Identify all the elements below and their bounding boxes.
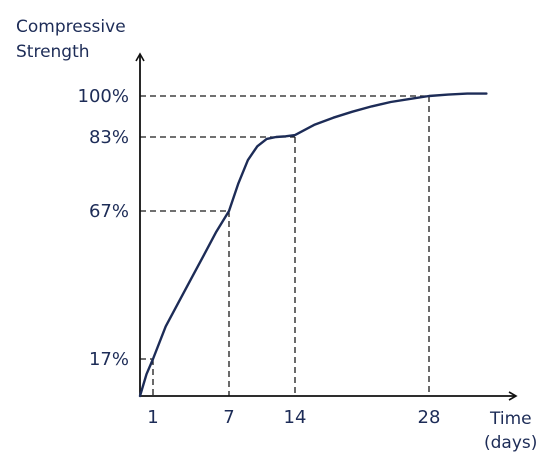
- tick-labels: 17% 67% 83% 100% 1 7 14 28: [78, 86, 441, 428]
- x-tick-label: 14: [284, 407, 307, 428]
- y-tick-label: 17%: [89, 349, 129, 370]
- y-tick-label: 100%: [78, 86, 129, 107]
- guide-lines: [140, 95, 430, 396]
- x-axis-label-line-1: Time: [489, 409, 532, 429]
- x-tick-label: 7: [223, 407, 234, 428]
- x-tick-label: 28: [418, 407, 441, 428]
- x-tick-label: 1: [147, 407, 158, 428]
- x-axis-label-line-2: (days): [484, 433, 537, 453]
- y-tick-label: 83%: [89, 127, 129, 148]
- strength-curve: [138, 92, 488, 398]
- y-axis-label-line-1: Compressive: [16, 17, 126, 37]
- y-axis-label-line-2: Strength: [16, 42, 90, 62]
- y-tick-label: 67%: [89, 201, 129, 222]
